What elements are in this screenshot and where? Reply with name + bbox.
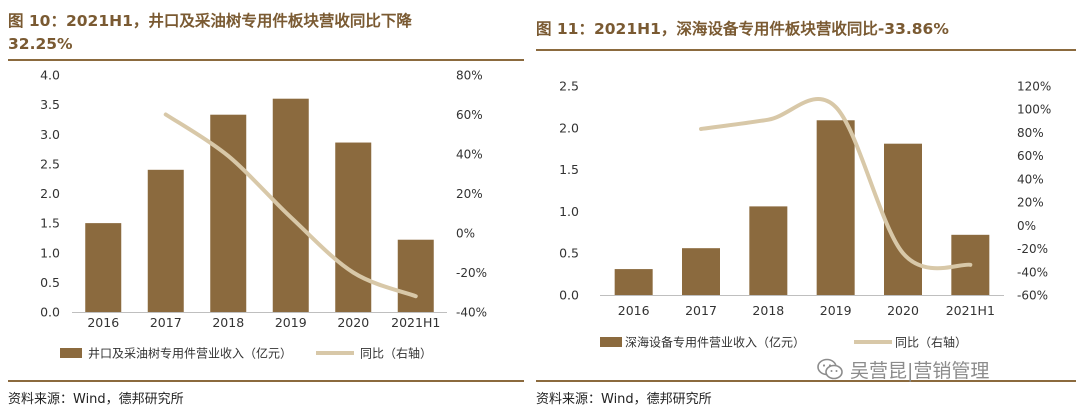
legend-bar-label: 井口及采油树专用件营业收入（亿元） [88, 346, 292, 361]
yoy-line [699, 97, 973, 271]
title-rule [8, 59, 524, 61]
y-left-tick-label: 4.0 [40, 68, 60, 83]
y-right-tick-label: 80% [1017, 126, 1044, 140]
legend-line-label: 同比（右轴） [360, 346, 432, 361]
y-left-tick-label: 2.5 [40, 156, 60, 171]
bar [816, 120, 855, 295]
x-tick-label: 2016 [87, 315, 119, 330]
y-left-tick-label: 2.0 [559, 120, 579, 135]
y-right-tick-label: 60% [1017, 149, 1044, 163]
y-right-tick-label: -40% [456, 306, 487, 320]
legend-bar-swatch [60, 348, 82, 358]
x-tick-label: 2021H1 [391, 315, 440, 330]
y-left-tick-label: 0.5 [40, 275, 60, 290]
figure-10-title-line2: 32.25% [8, 35, 73, 53]
figure-11-title: 图 11：2021H1，深海设备专用件板块营收同比-33.86% [536, 20, 949, 38]
figure-10-title: 图 10：2021H1，井口及采油树专用件板块营收同比下降 32.25% [8, 10, 412, 56]
y-left-tick-label: 0.5 [559, 246, 579, 261]
source-rule [8, 380, 524, 382]
y-right-tick-label: 80% [456, 69, 483, 83]
y-left-tick-label: 1.5 [40, 216, 60, 231]
wechat-icon [817, 358, 843, 380]
y-left-tick-label: 1.0 [40, 245, 60, 260]
x-tick-label: 2019 [275, 315, 307, 330]
y-right-tick-label: -20% [1017, 242, 1048, 256]
x-tick-label: 2020 [887, 303, 919, 318]
title-rule [536, 49, 1076, 51]
bar [335, 142, 372, 312]
y-left-tick-label: 0.0 [559, 288, 579, 303]
y-right-tick-label: 0% [456, 227, 475, 241]
figure-11-source: 资料来源：Wind，德邦研究所 [536, 392, 712, 407]
bar [147, 169, 184, 312]
y-right-tick-label: 0% [1017, 219, 1036, 233]
y-left-tick-label: 1.0 [559, 204, 579, 219]
watermark-text: 吴营昆|营销管理 [850, 359, 990, 382]
y-right-tick-label: -60% [1017, 289, 1048, 303]
y-right-tick-label: -40% [1017, 265, 1048, 279]
figure-10-chart: 4.0 3.5 3.0 2.5 2.0 1.5 1.0 0.5 0.0 80% 60% 40% 20% 0… [40, 68, 487, 361]
y-left-tick-label: 3.0 [40, 127, 60, 142]
bar [884, 143, 922, 295]
y-right-tick-label: 120% [1017, 80, 1051, 94]
x-tick-label: 2018 [752, 303, 784, 318]
y-right-tick-label: -20% [456, 266, 487, 280]
bar [749, 206, 788, 295]
bar [397, 239, 434, 312]
legend-line-label: 同比（右轴） [895, 335, 967, 350]
legend-bar-label: 深海设备专用件营业收入（亿元） [625, 335, 805, 350]
bar [614, 269, 653, 295]
y-right-tick-label: 40% [1017, 172, 1044, 186]
source-rule [536, 380, 1076, 382]
legend-bar-swatch [600, 337, 622, 347]
y-right-tick-label: 20% [456, 187, 483, 201]
y-right-tick-label: 20% [1017, 196, 1044, 210]
figure-10-title-line1: 图 10：2021H1，井口及采油树专用件板块营收同比下降 [8, 12, 412, 30]
figure-11-chart: 2.5 2.0 1.5 1.0 0.5 0.0 120% 100% 80% 60% 40% 20% 0%… [559, 79, 1051, 350]
y-left-tick-label: 1.5 [559, 162, 579, 177]
y-right-tick-label: 100% [1017, 103, 1051, 117]
x-tick-label: 2017 [685, 303, 717, 318]
x-tick-label: 2019 [820, 303, 852, 318]
figure-10-source: 资料来源：Wind，德邦研究所 [8, 392, 184, 407]
x-tick-label: 2017 [150, 315, 182, 330]
x-tick-label: 2018 [212, 315, 244, 330]
y-right-tick-label: 60% [456, 108, 483, 122]
y-left-tick-label: 0.0 [40, 305, 60, 320]
y-right-tick-label: 40% [456, 148, 483, 162]
y-left-tick-label: 3.5 [40, 97, 60, 112]
bar [682, 248, 720, 295]
x-tick-label: 2016 [618, 303, 650, 318]
figure-10-panel: 图 10：2021H1，井口及采油树专用件板块营收同比下降 32.25% 4.0 3… [0, 0, 530, 417]
watermark: 吴营昆|营销管理 [816, 354, 989, 384]
y-left-tick-label: 2.0 [40, 186, 60, 201]
x-tick-label: 2021H1 [946, 303, 995, 318]
y-left-tick-label: 2.5 [559, 79, 579, 94]
x-tick-label: 2020 [337, 315, 369, 330]
bar [85, 223, 122, 312]
figure-11-panel: 图 11：2021H1，深海设备专用件板块营收同比-33.86% 2.5 2.0 1… [530, 0, 1080, 417]
